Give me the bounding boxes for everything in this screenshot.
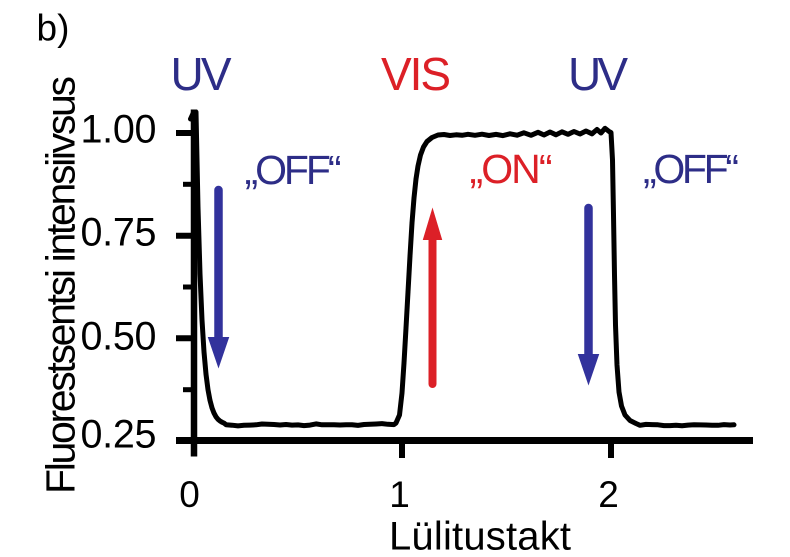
svg-text:Fluorestsentsi intensiivsus: Fluorestsentsi intensiivsus	[38, 76, 84, 494]
svg-text:0.75: 0.75	[81, 211, 157, 255]
svg-text:0: 0	[179, 474, 200, 515]
svg-text:Lülitustakt: Lülitustakt	[389, 515, 571, 553]
svg-text:„OFF“: „OFF“	[245, 147, 342, 193]
svg-text:VIS: VIS	[381, 48, 451, 100]
svg-text:0.25: 0.25	[81, 413, 157, 457]
svg-text:0.50: 0.50	[81, 315, 157, 359]
svg-text:UV: UV	[171, 48, 232, 100]
svg-text:1: 1	[389, 474, 410, 515]
svg-text:„ON“: „ON“	[470, 146, 553, 192]
svg-text:2: 2	[598, 474, 619, 515]
svg-text:UV: UV	[568, 48, 628, 100]
svg-text:1.00: 1.00	[81, 108, 157, 152]
svg-text:„OFF“: „OFF“	[643, 146, 739, 192]
svg-text:b): b)	[37, 8, 70, 49]
